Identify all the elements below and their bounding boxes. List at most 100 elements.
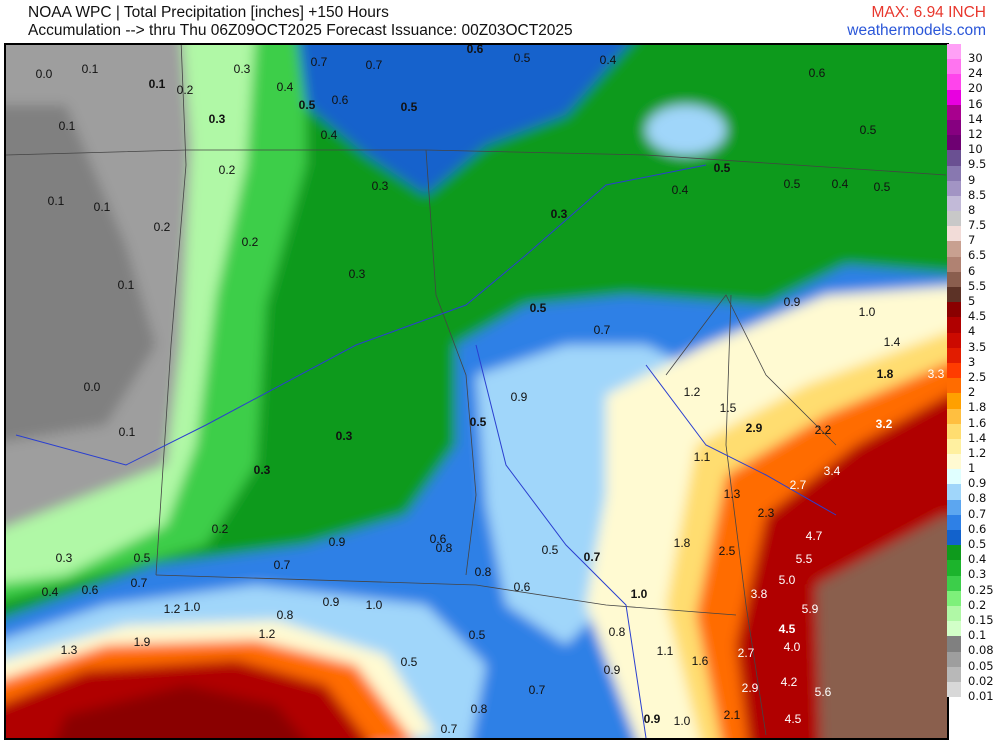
precip-value-label: 0.5	[133, 551, 151, 565]
legend-level-label: 20	[968, 81, 983, 96]
precip-value-label: 1.8	[673, 536, 691, 550]
precip-value-label: 1.3	[723, 487, 741, 501]
legend-level-label: 0.8	[968, 491, 987, 506]
precip-value-label: 3.3	[927, 367, 945, 381]
gulf-dark-red	[56, 685, 304, 738]
legend-swatch	[947, 605, 961, 622]
precip-value-label: 1.0	[630, 587, 648, 601]
precip-value-label: 0.3	[233, 62, 251, 76]
legend-swatch	[947, 347, 961, 363]
legend-swatch	[947, 636, 961, 652]
precip-value-label: 1.4	[883, 335, 901, 349]
precip-value-label: 1.2	[163, 602, 181, 616]
precip-value-label: 0.2	[218, 163, 236, 177]
legend-swatch	[947, 211, 961, 227]
legend-level-label: 2	[968, 385, 976, 400]
legend-level-label: 8.5	[968, 187, 987, 202]
legend-level-label: 0.9	[968, 476, 987, 491]
legend-level-label: 14	[968, 111, 983, 126]
max-value: MAX: 6.94 INCH	[871, 4, 986, 21]
precip-value-label: 0.9	[322, 595, 340, 609]
precip-value-label: 0.1	[81, 62, 99, 76]
precip-value-label: 1.0	[183, 600, 201, 614]
legend-swatch	[947, 681, 961, 698]
legend-swatch	[947, 378, 961, 394]
legend-level-label: 5.5	[968, 278, 987, 293]
precip-value-label: 0.2	[153, 220, 171, 234]
legend-swatch	[947, 195, 961, 212]
precip-value-label: 5.9	[801, 602, 819, 616]
legend-level-label: 0.7	[968, 506, 987, 521]
precip-value-label: 0.0	[35, 67, 53, 81]
legend-level-label: 8	[968, 202, 976, 217]
color-legend	[947, 44, 961, 698]
precip-value-label: 0.9	[603, 663, 621, 677]
legend-level-label: 0.6	[968, 521, 987, 536]
precip-value-label: 0.6	[466, 43, 484, 56]
legend-swatch	[947, 362, 961, 379]
precip-value-label: 2.7	[789, 478, 807, 492]
precip-value-label: 1.0	[858, 305, 876, 319]
precip-value-label: 0.3	[371, 179, 389, 193]
precip-value-label: 0.3	[55, 551, 73, 565]
site-link[interactable]: weathermodels.com	[847, 22, 986, 39]
precip-value-label: 0.3	[550, 207, 568, 221]
precip-value-label: 0.9	[783, 295, 801, 309]
precip-value-label: 0.5	[541, 543, 559, 557]
precip-value-label: 0.5	[529, 301, 547, 315]
legend-swatch	[947, 514, 961, 530]
legend-swatch	[947, 287, 961, 303]
rivers	[15, 164, 837, 738]
precip-value-label: 0.5	[873, 180, 891, 194]
legend-swatch	[947, 408, 961, 424]
precip-value-label: 0.1	[47, 194, 65, 208]
map-title: NOAA WPC | Total Precipitation [inches] …	[28, 4, 389, 21]
precip-value-label: 0.3	[335, 429, 353, 443]
legend-swatch	[947, 226, 961, 242]
precip-value-label: 1.1	[656, 644, 674, 658]
precip-value-label: 0.4	[599, 53, 617, 67]
precip-value-label: 0.5	[783, 177, 801, 191]
legend-level-label: 0.02	[968, 673, 994, 688]
precip-value-label: 2.3	[757, 506, 775, 520]
legend-swatch	[947, 621, 961, 637]
legend-level-label: 0.2	[968, 597, 987, 612]
precip-value-label: 0.7	[583, 550, 601, 564]
precip-value-label: 0.6	[81, 583, 99, 597]
legend-swatch	[947, 74, 961, 90]
legend-level-label: 3.5	[968, 339, 987, 354]
precip-value-label: 1.2	[683, 385, 701, 399]
legend-swatch	[947, 575, 961, 591]
legend-swatch	[947, 530, 961, 546]
precip-value-label: 0.5	[400, 655, 418, 669]
legend-labels: 30 24 20 16 14 12 10 9.5 9 8.5 8 7.5 7 6.5 6 5.5 5 4.5 4 3.…	[968, 44, 994, 703]
precip-value-label: 0.7	[528, 683, 546, 697]
legend-level-label: 7	[968, 233, 976, 248]
precip-value-label: 0.4	[276, 80, 294, 94]
precip-value-label: 0.3	[208, 112, 226, 126]
legend-level-label: 1.6	[968, 415, 987, 430]
legend-level-label: 3	[968, 354, 976, 369]
precip-value-label: 0.7	[273, 558, 291, 572]
legend-swatch	[947, 150, 961, 166]
precip-value-label: 0.6	[808, 66, 826, 80]
blue-north	[298, 45, 629, 195]
legend-level-label: 24	[968, 66, 983, 81]
legend-level-label: 0.01	[968, 688, 994, 703]
legend-level-label: 1.4	[968, 430, 987, 445]
legend-level-label: 0.25	[968, 582, 994, 597]
precip-value-label: 0.1	[93, 200, 111, 214]
legend-swatch	[947, 119, 961, 136]
legend-swatch	[947, 59, 961, 75]
legend-level-label: 0.5	[968, 537, 987, 551]
legend-swatch	[947, 545, 961, 561]
legend-swatch	[947, 165, 961, 181]
precip-value-label: 0.7	[593, 323, 611, 337]
precip-value-label: 1.0	[673, 714, 691, 728]
precip-value-label: 0.9	[510, 390, 528, 404]
legend-swatch	[947, 104, 961, 120]
precip-value-label: 2.7	[737, 646, 755, 660]
precip-value-label: 0.5	[468, 628, 486, 642]
legend-swatch	[947, 256, 961, 272]
legend-swatch	[947, 89, 961, 105]
